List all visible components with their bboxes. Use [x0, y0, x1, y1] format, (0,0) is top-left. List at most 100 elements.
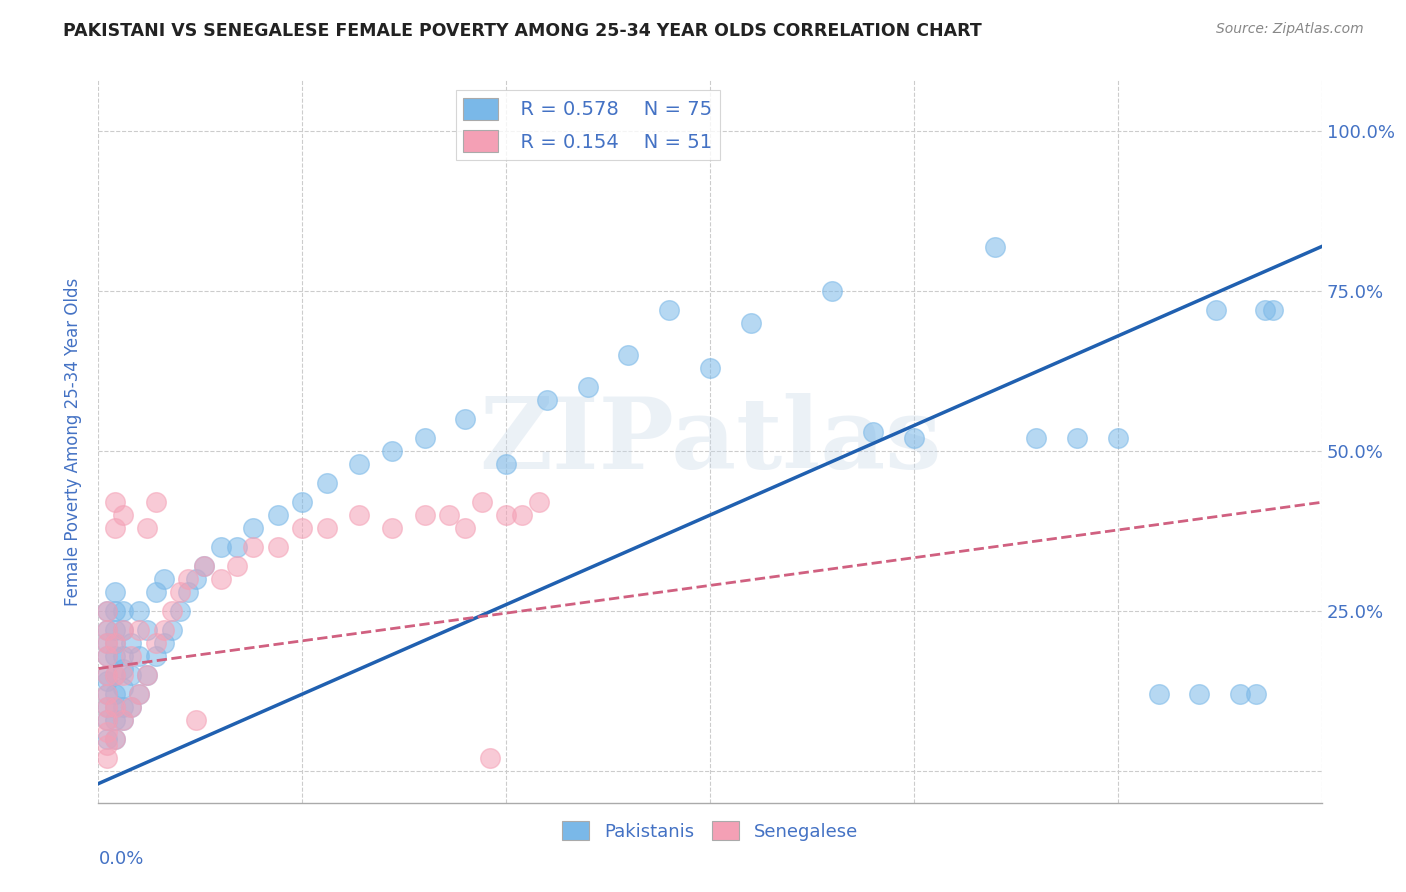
Point	[152, 572, 174, 586]
Point	[1253, 303, 1275, 318]
Point	[152, 623, 174, 637]
Point	[104, 731, 127, 746]
Point	[104, 521, 127, 535]
Point	[96, 623, 118, 637]
Point	[104, 668, 127, 682]
Point	[96, 699, 118, 714]
Point	[145, 648, 167, 663]
Point	[111, 699, 134, 714]
Point	[96, 623, 118, 637]
Point	[128, 623, 150, 637]
Point	[1205, 303, 1227, 318]
Point	[160, 623, 183, 637]
Point	[413, 508, 436, 522]
Point	[136, 668, 159, 682]
Point	[145, 584, 167, 599]
Text: Source: ZipAtlas.com: Source: ZipAtlas.com	[1216, 22, 1364, 37]
Point	[104, 584, 127, 599]
Point	[111, 623, 134, 637]
Point	[1107, 431, 1129, 445]
Point	[104, 636, 127, 650]
Point	[186, 572, 208, 586]
Point	[104, 699, 127, 714]
Point	[104, 713, 127, 727]
Point	[145, 636, 167, 650]
Text: 0.0%: 0.0%	[98, 850, 143, 868]
Point	[862, 425, 884, 439]
Point	[128, 604, 150, 618]
Point	[104, 623, 127, 637]
Point	[291, 521, 314, 535]
Legend: Pakistanis, Senegalese: Pakistanis, Senegalese	[555, 814, 865, 848]
Point	[495, 508, 517, 522]
Point	[111, 713, 134, 727]
Point	[821, 285, 844, 299]
Point	[104, 668, 127, 682]
Point	[145, 495, 167, 509]
Point	[104, 687, 127, 701]
Point	[226, 559, 249, 574]
Point	[1025, 431, 1047, 445]
Point	[120, 648, 142, 663]
Point	[111, 648, 134, 663]
Point	[96, 604, 118, 618]
Point	[315, 521, 337, 535]
Point	[96, 713, 118, 727]
Point	[658, 303, 681, 318]
Point	[903, 431, 925, 445]
Point	[111, 681, 134, 695]
Point	[1147, 687, 1170, 701]
Point	[160, 604, 183, 618]
Point	[315, 476, 337, 491]
Point	[128, 648, 150, 663]
Point	[96, 713, 118, 727]
Point	[96, 636, 118, 650]
Point	[471, 495, 494, 509]
Text: PAKISTANI VS SENEGALESE FEMALE POVERTY AMONG 25-34 YEAR OLDS CORRELATION CHART: PAKISTANI VS SENEGALESE FEMALE POVERTY A…	[63, 22, 981, 40]
Point	[111, 623, 134, 637]
Point	[186, 713, 208, 727]
Point	[617, 348, 640, 362]
Point	[193, 559, 215, 574]
Point	[96, 668, 118, 682]
Point	[740, 316, 762, 330]
Point	[242, 521, 264, 535]
Point	[381, 521, 404, 535]
Point	[1066, 431, 1088, 445]
Point	[177, 584, 200, 599]
Point	[495, 457, 517, 471]
Point	[349, 457, 371, 471]
Point	[454, 521, 477, 535]
Point	[169, 604, 191, 618]
Point	[96, 751, 118, 765]
Point	[128, 687, 150, 701]
Point	[193, 559, 215, 574]
Point	[96, 738, 118, 752]
Point	[226, 540, 249, 554]
Point	[437, 508, 460, 522]
Point	[104, 699, 127, 714]
Point	[96, 687, 118, 701]
Point	[96, 636, 118, 650]
Point	[536, 392, 558, 407]
Point	[111, 668, 134, 682]
Point	[96, 668, 118, 682]
Point	[96, 699, 118, 714]
Point	[699, 361, 721, 376]
Point	[96, 648, 118, 663]
Point	[169, 584, 191, 599]
Point	[527, 495, 550, 509]
Point	[512, 508, 534, 522]
Point	[576, 380, 599, 394]
Y-axis label: Female Poverty Among 25-34 Year Olds: Female Poverty Among 25-34 Year Olds	[63, 277, 82, 606]
Point	[1246, 687, 1268, 701]
Point	[1229, 687, 1251, 701]
Point	[242, 540, 264, 554]
Point	[267, 508, 290, 522]
Text: ZIPatlas: ZIPatlas	[479, 393, 941, 490]
Point	[111, 508, 134, 522]
Point	[209, 572, 232, 586]
Point	[136, 521, 159, 535]
Point	[120, 699, 142, 714]
Point	[104, 495, 127, 509]
